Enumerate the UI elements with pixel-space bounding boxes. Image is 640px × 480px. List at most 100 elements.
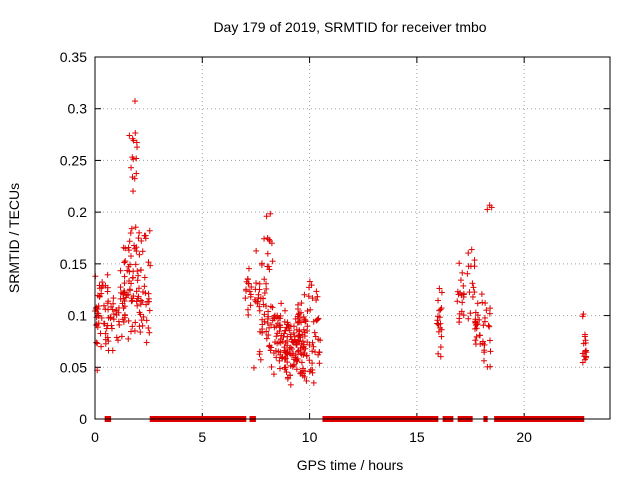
data-point (471, 263, 478, 270)
data-point (305, 293, 312, 300)
data-point (306, 368, 313, 375)
data-point (314, 293, 321, 300)
data-point (256, 286, 263, 293)
data-point (287, 362, 294, 369)
data-point (265, 313, 272, 320)
data-point (486, 323, 493, 330)
data-point (104, 334, 111, 341)
data-point (145, 259, 152, 266)
data-point (98, 343, 105, 350)
data-point (104, 288, 111, 295)
data-point (460, 312, 467, 319)
plot-frame (94, 56, 611, 420)
data-point (247, 293, 254, 300)
data-point (137, 329, 144, 336)
data-point (290, 323, 297, 330)
data-point (483, 307, 490, 314)
data-point (310, 318, 317, 325)
data-point (267, 210, 274, 217)
data-point (297, 309, 304, 316)
data-point (583, 353, 590, 360)
data-point (465, 315, 472, 322)
data-point (274, 340, 281, 347)
data-point (255, 294, 262, 301)
data-point (137, 311, 144, 318)
data-point (269, 304, 276, 311)
data-point (131, 98, 138, 105)
y-tick-label: 0.25 (60, 152, 87, 168)
data-point (295, 337, 302, 344)
data-point (459, 299, 466, 306)
x-tick-label: 15 (409, 429, 425, 445)
data-point (285, 322, 292, 329)
data-point (472, 337, 479, 344)
data-point (130, 156, 137, 163)
data-point (268, 363, 275, 370)
data-point (125, 244, 132, 251)
data-point (274, 320, 281, 327)
data-point (456, 315, 463, 322)
data-point (132, 224, 139, 231)
data-point (95, 310, 102, 317)
data-point (256, 303, 263, 310)
data-point (135, 285, 142, 292)
data-point (128, 164, 135, 171)
data-point (247, 302, 254, 309)
data-point (256, 307, 263, 314)
data-point (278, 300, 285, 307)
data-point (115, 337, 122, 344)
data-point (263, 335, 270, 342)
y-tick-label: 0.1 (68, 308, 88, 324)
data-point (290, 329, 297, 336)
data-point (130, 293, 137, 300)
data-point (482, 300, 489, 307)
data-point (256, 280, 263, 287)
data-point (133, 298, 140, 305)
data-point (93, 339, 100, 346)
data-point (263, 328, 270, 335)
data-point (146, 329, 153, 336)
data-point (284, 375, 291, 382)
data-point (296, 338, 303, 345)
data-point (120, 290, 127, 297)
data-point (315, 336, 322, 343)
data-point (296, 332, 303, 339)
data-point (270, 371, 277, 378)
data-point (136, 323, 143, 330)
data-point (133, 170, 140, 177)
data-point (306, 278, 313, 285)
data-point (467, 310, 474, 317)
data-point (476, 316, 483, 323)
data-point (487, 337, 494, 344)
data-point (101, 320, 108, 327)
data-point (293, 366, 300, 373)
data-point (125, 317, 132, 324)
data-point (109, 306, 116, 313)
data-point (435, 297, 442, 304)
grid-layer (95, 57, 610, 419)
data-point (130, 188, 137, 195)
data-point (265, 263, 272, 270)
x-tick-label: 5 (198, 429, 206, 445)
data-point (304, 327, 311, 334)
data-point (134, 268, 141, 275)
x-tick-label: 0 (91, 429, 99, 445)
data-point (471, 289, 478, 296)
data-point (303, 377, 310, 384)
data-point (472, 341, 479, 348)
data-point (113, 334, 120, 341)
data-point (140, 313, 147, 320)
data-point (297, 350, 304, 357)
data-point (142, 232, 149, 239)
data-point (105, 314, 112, 321)
data-point (488, 204, 495, 211)
data-point (253, 247, 260, 254)
data-point (437, 353, 444, 360)
data-point (102, 282, 109, 289)
data-point (136, 251, 143, 258)
data-point (299, 331, 306, 338)
data-point (261, 311, 268, 318)
data-point (293, 326, 300, 333)
data-point (454, 298, 461, 305)
data-point (268, 240, 275, 247)
